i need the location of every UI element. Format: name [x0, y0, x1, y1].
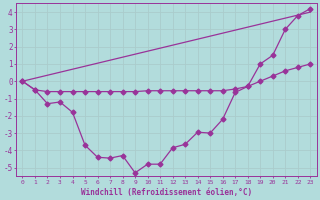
X-axis label: Windchill (Refroidissement éolien,°C): Windchill (Refroidissement éolien,°C)	[81, 188, 252, 197]
